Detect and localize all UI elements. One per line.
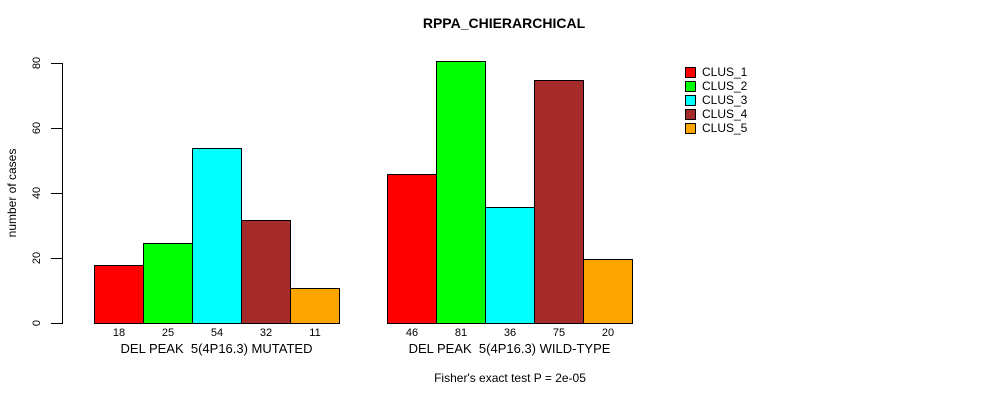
- fisher-test-caption: Fisher's exact test P = 2e-05: [434, 371, 586, 385]
- y-axis-tick-label: 0: [31, 319, 43, 327]
- legend-swatch-clus_5: [685, 122, 696, 134]
- legend-label: CLUS_3: [702, 93, 748, 107]
- y-axis-tick-mark: [51, 63, 63, 64]
- bar-value-label: 25: [161, 327, 175, 339]
- legend-item: CLUS_5: [685, 121, 747, 135]
- legend-label: CLUS_2: [702, 79, 748, 93]
- legend-label: CLUS_1: [702, 65, 748, 79]
- bar-clus_1-group1: [94, 265, 144, 324]
- y-axis-tick-mark: [51, 323, 63, 324]
- bar-clus_3-group1: [192, 148, 242, 324]
- bar-clus_5-group1: [290, 288, 340, 324]
- y-axis-tick-label: 40: [31, 186, 43, 200]
- y-axis-tick-label: 60: [31, 121, 43, 135]
- bar-clus_5-group2: [583, 259, 633, 324]
- legend-item: CLUS_4: [685, 107, 747, 121]
- legend-label: CLUS_4: [702, 107, 748, 121]
- category-label: DEL PEAK 5(4P16.3) MUTATED: [120, 341, 313, 356]
- bar-clus_2-group2: [436, 61, 486, 324]
- bar-clus_1-group2: [387, 174, 437, 324]
- bar-value-label: 54: [210, 327, 224, 339]
- category-label: DEL PEAK 5(4P16.3) WILD-TYPE: [408, 341, 611, 356]
- bar-value-label: 18: [112, 327, 126, 339]
- y-axis-title: number of cases: [5, 148, 19, 238]
- y-axis-tick-label: 80: [31, 56, 43, 70]
- bar-value-label: 20: [601, 327, 615, 339]
- bar-value-label: 32: [259, 327, 273, 339]
- legend-item: CLUS_1: [685, 65, 747, 79]
- legend-item: CLUS_3: [685, 93, 747, 107]
- y-axis-tick-mark: [51, 193, 63, 194]
- legend-swatch-clus_1: [685, 66, 696, 78]
- y-axis-tick-mark: [51, 258, 63, 259]
- legend-swatch-clus_2: [685, 80, 696, 92]
- legend-swatch-clus_3: [685, 94, 696, 106]
- legend-label: CLUS_5: [702, 121, 748, 135]
- legend: CLUS_1 CLUS_2 CLUS_3 CLUS_4 CLUS_5: [685, 65, 747, 135]
- bar-value-label: 46: [405, 327, 419, 339]
- legend-item: CLUS_2: [685, 79, 747, 93]
- bar-value-label: 36: [503, 327, 517, 339]
- bar-clus_4-group1: [241, 220, 291, 324]
- bar-value-label: 75: [552, 327, 566, 339]
- bar-value-label: 81: [454, 327, 468, 339]
- bar-clus_4-group2: [534, 80, 584, 324]
- chart-title: RPPA_CHIERARCHICAL: [422, 15, 586, 31]
- bar-value-label: 11: [309, 327, 321, 339]
- y-axis-tick-mark: [51, 128, 63, 129]
- legend-swatch-clus_4: [685, 108, 696, 120]
- bar-clus_3-group2: [485, 207, 535, 324]
- y-axis-tick-label: 20: [31, 251, 43, 265]
- bar-clus_2-group1: [143, 243, 193, 324]
